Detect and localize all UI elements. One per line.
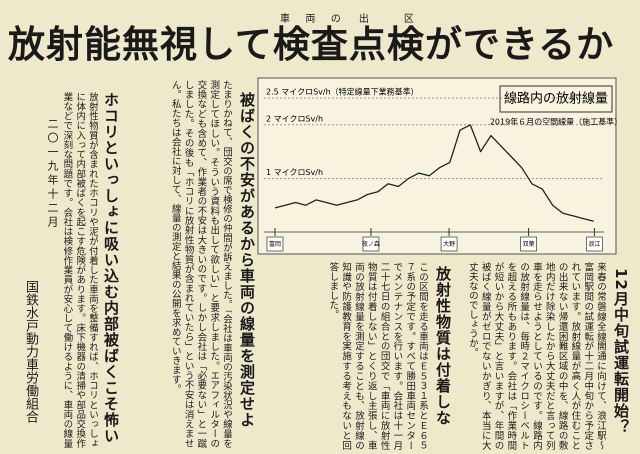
title-text: 放射能無視して (8, 23, 273, 66)
station-box (520, 236, 537, 252)
date: 二〇一九年十二月 (46, 118, 59, 230)
title-text: 検査 (272, 23, 349, 66)
heading: 12月中旬試運転開始？ (612, 268, 630, 435)
title-text: ができるか (424, 23, 615, 66)
chart-title-box (499, 85, 613, 113)
title-ruby: 検査車両の (272, 14, 349, 66)
dose-line (274, 124, 594, 222)
ruby-text: 車両の (272, 14, 349, 25)
title: 放射能無視して検査車両の点検出区ができるか (8, 14, 614, 68)
heading: 放射性物質は付着しない？ (434, 266, 452, 426)
heading: ホコリといっしょに吸い込む内部被ばくこそ怖い (102, 92, 120, 444)
paragraph: たまりかねて、団交の席で検修の仲間が訴えました。「会社は車両の汚染状況や線量を測… (169, 80, 232, 448)
station-box (362, 236, 380, 252)
station-label: 大野 (443, 240, 455, 248)
ruby-text: 出区 (348, 14, 425, 25)
y-tick-label: 2 マイクロSv/h (266, 114, 323, 123)
heading: 被ばくの不安があるから車両の線量を測定せよ (238, 92, 256, 428)
paragraph: 来春の常磐線全線開通に向けて、浪江駅～富岡駅間の試運転が十二月中旬から予定されて… (466, 262, 606, 450)
y-tick-label: 2.5 マイクロSv/h（特定線量下業務基準） (266, 87, 419, 97)
station-label: 夜ノ森 (362, 240, 380, 248)
station-box (586, 236, 603, 252)
station-label: 双葉 (523, 240, 535, 248)
paragraph: この区間を走る車両はＥ５３１系とＥ６５７系の予定です。すべて勝田車両センターでメ… (327, 262, 428, 450)
y-tick-label: 1 マイクロSv/h (266, 168, 323, 177)
station-label: 浪江 (588, 240, 600, 248)
station-box (440, 236, 458, 252)
chart-title: 線路内の放射線量 (504, 91, 608, 107)
station-box (266, 236, 284, 252)
title-text: 点検 (348, 23, 425, 66)
organization: 国鉄水戸動力車労働組合 (23, 280, 38, 423)
paragraph: 放射性物質が含まれたホコリや泥が付着した車両を整備すれば、ホコリといっしょに体内… (62, 92, 98, 448)
chart-subtitle: 2019年６月の空間線量（施工基準） (490, 117, 622, 127)
station-label: 富岡 (269, 240, 281, 248)
title-ruby: 点検出区 (348, 14, 425, 66)
